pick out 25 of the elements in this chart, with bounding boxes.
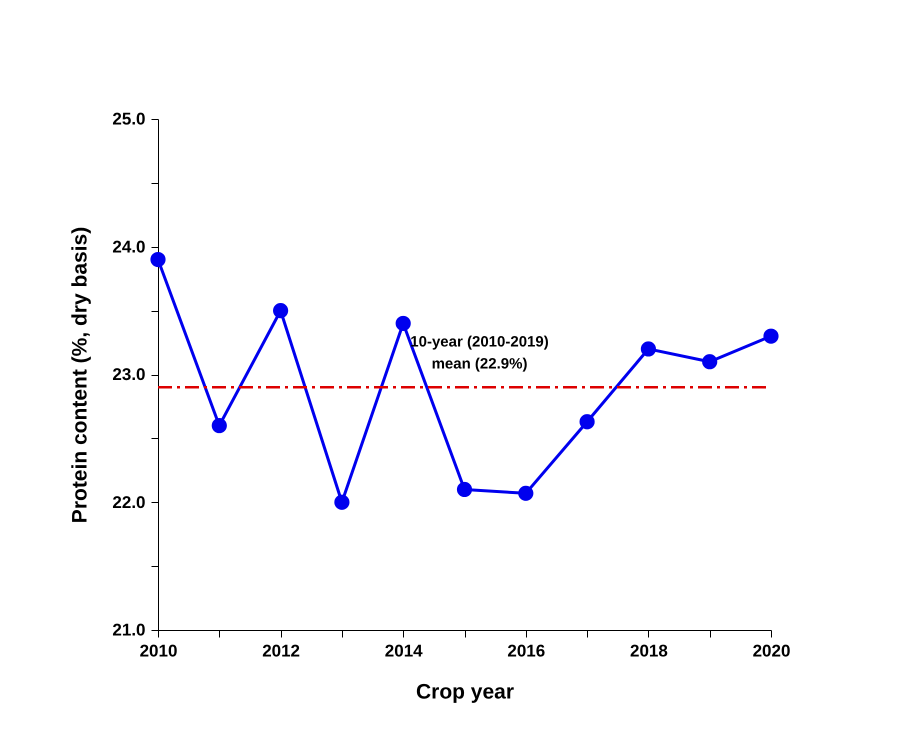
x-tick-label: 2010 xyxy=(140,642,178,660)
point xyxy=(580,414,595,430)
y-tick-label: 24.0 xyxy=(112,237,146,256)
y-axis-title: Protein content (%, dry basis) xyxy=(68,226,92,524)
y-tick-label: 25.0 xyxy=(112,110,146,128)
point xyxy=(396,316,411,331)
x-tick-label: 2014 xyxy=(384,642,424,660)
point xyxy=(763,328,779,344)
point xyxy=(150,252,166,268)
y-tick-label: 21.0 xyxy=(112,620,146,640)
point xyxy=(456,482,472,498)
point xyxy=(334,494,350,510)
ref-line-label: 10-year (2010-2019) mean (22.9%) xyxy=(410,333,549,372)
y-tick-label: 23.0 xyxy=(112,365,146,384)
point xyxy=(212,418,227,434)
y-tick-label: 22.0 xyxy=(112,492,146,512)
point xyxy=(702,354,718,370)
x-tick-label: 2012 xyxy=(262,642,300,660)
x-tick-label: 2018 xyxy=(630,642,668,660)
x-tick-label: 2016 xyxy=(507,642,546,660)
point xyxy=(640,341,656,357)
point xyxy=(273,303,288,318)
x-axis-title: Crop year xyxy=(416,680,514,704)
point xyxy=(518,486,534,501)
x-tick-label: 2020 xyxy=(752,642,790,660)
